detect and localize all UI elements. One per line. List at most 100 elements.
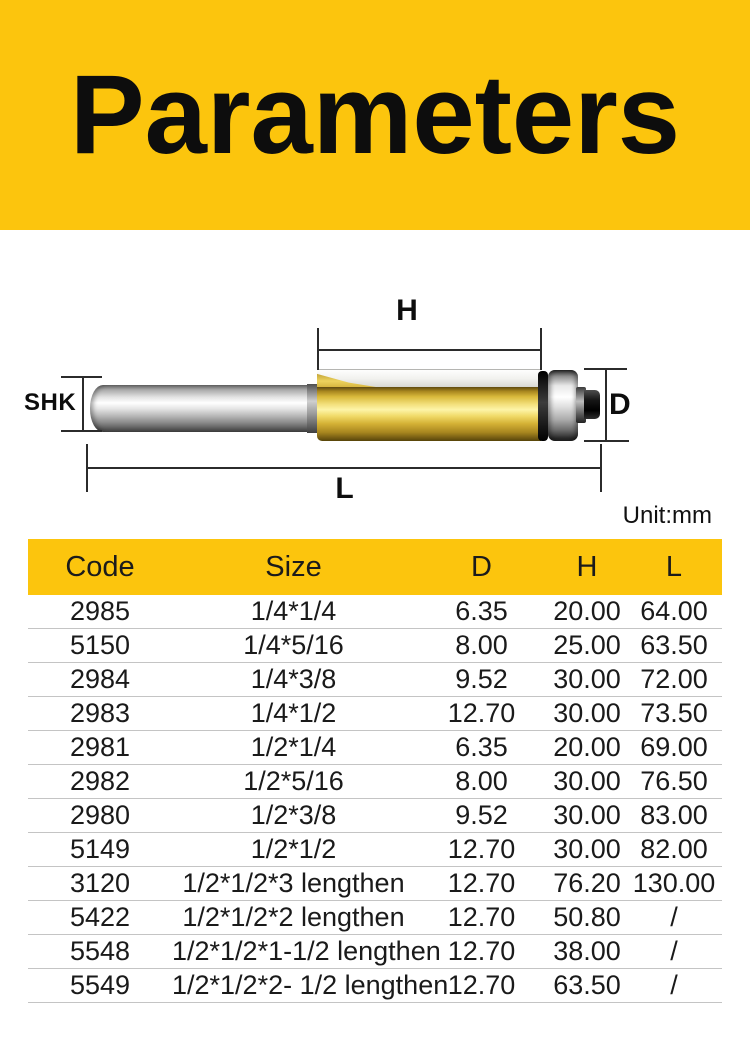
table-cell: 25.00: [548, 628, 626, 663]
table-row: 2985 1/4*1/4 6.35 20.00 64.00: [28, 595, 722, 629]
collar-shape: [307, 384, 319, 433]
table-cell: 12.70: [415, 934, 548, 969]
d-dimension-label: D: [609, 388, 631, 421]
cutter-body-shape: [317, 387, 541, 441]
table-cell: 30.00: [548, 764, 626, 799]
table-cell: 6.35: [415, 730, 548, 765]
table-cell: 30.00: [548, 798, 626, 833]
table-cell: 20.00: [548, 730, 626, 765]
spec-table: Code Size D H L 2985 1/4*1/4 6.35 20.00 64.00 515…: [28, 539, 722, 1003]
table-cell: 5548: [28, 934, 172, 969]
table-cell: 76.50: [626, 764, 722, 799]
shk-dimension-tick-top: [61, 376, 102, 378]
table-cell: 30.00: [548, 832, 626, 867]
table-row: 2984 1/4*3/8 9.52 30.00 72.00: [28, 662, 722, 697]
table-cell: 83.00: [626, 798, 722, 833]
table-cell: 1/4*1/4: [172, 595, 415, 629]
d-dimension-tick-top: [584, 368, 627, 370]
table-cell: 5150: [28, 628, 172, 663]
bearing-hub-shape: [576, 387, 586, 423]
table-cell: 76.20: [548, 866, 626, 901]
unit-note: Unit:mm: [622, 502, 712, 529]
column-header-d: D: [415, 539, 548, 595]
table-cell: 8.00: [415, 628, 548, 663]
table-cell: 12.70: [415, 696, 548, 731]
table-cell: 3120: [28, 866, 172, 901]
table-row: 2981 1/2*1/4 6.35 20.00 69.00: [28, 730, 722, 765]
title-banner: Parameters: [0, 0, 750, 230]
table-row: 2980 1/2*3/8 9.52 30.00 83.00: [28, 798, 722, 833]
table-row: 5549 1/2*1/2*2- 1/2 lengthen 12.70 63.50/: [28, 968, 722, 1003]
d-dimension-tick-bottom: [584, 440, 629, 442]
table-cell: 1/2*1/2*2 lengthen: [172, 900, 415, 935]
column-header-h: H: [548, 539, 626, 595]
page-title: Parameters: [69, 52, 681, 177]
table-row: 5149 1/2*1/2 12.70 30.00 82.00: [28, 832, 722, 867]
table-cell: 1/2*5/16: [172, 764, 415, 799]
table-cell: 63.50: [548, 968, 626, 1003]
table-row: 5422 1/2*1/2*2 lengthen 12.70 50.80/: [28, 900, 722, 935]
table-cell: 72.00: [626, 662, 722, 697]
bearing-washer-shape: [538, 371, 548, 441]
shk-dimension-line: [82, 377, 84, 432]
table-cell: 5422: [28, 900, 172, 935]
l-dimension-line: [87, 467, 602, 469]
table-cell: 12.70: [415, 866, 548, 901]
h-dimension-line: [317, 349, 542, 351]
table-cell: 2980: [28, 798, 172, 833]
table-cell: 1/2*1/4: [172, 730, 415, 765]
table-cell: 9.52: [415, 798, 548, 833]
shk-dimension-tick-bottom: [61, 430, 102, 432]
table-cell: 73.50: [626, 696, 722, 731]
table-cell: 1/2*3/8: [172, 798, 415, 833]
table-cell: 1/2*1/2*2- 1/2 lengthen: [172, 968, 448, 1003]
table-cell: 12.70: [415, 832, 548, 867]
table-cell: 20.00: [548, 595, 626, 629]
table-cell: 38.00: [548, 934, 626, 969]
table-cell: 5549: [28, 968, 172, 1003]
table-cell: 50.80: [548, 900, 626, 935]
l-dimension-tick-left: [86, 444, 88, 492]
l-dimension-label: L: [335, 472, 354, 505]
bearing-shape: [548, 370, 578, 441]
shk-dimension-label: SHK: [24, 389, 77, 416]
shank-shape: [90, 385, 311, 432]
l-dimension-tick-right: [600, 444, 602, 492]
table-cell: /: [626, 968, 722, 1003]
table-cell: 1/2*1/2: [172, 832, 415, 867]
table-row: 2982 1/2*5/16 8.00 30.00 76.50: [28, 764, 722, 799]
table-cell: 30.00: [548, 696, 626, 731]
table-cell: 130.00: [626, 866, 722, 901]
table-cell: /: [626, 934, 722, 969]
table-cell: 2985: [28, 595, 172, 629]
table-cell: 8.00: [415, 764, 548, 799]
table-row: 5548 1/2*1/2*1-1/2 lengthen 12.70 38.00/: [28, 934, 722, 969]
table-cell: 1/2*1/2*1-1/2 lengthen: [172, 934, 441, 969]
table-cell: 1/4*3/8: [172, 662, 415, 697]
table-cell: 1/2*1/2*3 lengthen: [172, 866, 415, 901]
d-dimension-line: [605, 368, 607, 442]
cutter-blade-shape: [317, 369, 541, 390]
table-row: 5150 1/4*5/16 8.00 25.00 63.50: [28, 628, 722, 663]
table-cell: 12.70: [415, 968, 548, 1003]
table-cell: 69.00: [626, 730, 722, 765]
bearing-nut-shape: [584, 390, 600, 419]
column-header-code: Code: [28, 539, 172, 595]
table-cell: 6.35: [415, 595, 548, 629]
table-cell: 5149: [28, 832, 172, 867]
table-cell: 2984: [28, 662, 172, 697]
table-row: 3120 1/2*1/2*3 lengthen 12.70 76.20 130.00: [28, 866, 722, 901]
column-header-size: Size: [172, 539, 415, 595]
table-cell: 2982: [28, 764, 172, 799]
table-cell: 9.52: [415, 662, 548, 697]
spec-table-body: 2985 1/4*1/4 6.35 20.00 64.00 5150 1/4*5/16 8.0…: [28, 595, 722, 1003]
table-cell: 2981: [28, 730, 172, 765]
table-cell: /: [626, 900, 722, 935]
spec-table-header-row: Code Size D H L: [28, 539, 722, 595]
table-cell: 30.00: [548, 662, 626, 697]
column-header-l: L: [626, 539, 722, 595]
table-cell: 1/4*1/2: [172, 696, 415, 731]
h-dimension-label: H: [396, 294, 418, 327]
table-cell: 2983: [28, 696, 172, 731]
